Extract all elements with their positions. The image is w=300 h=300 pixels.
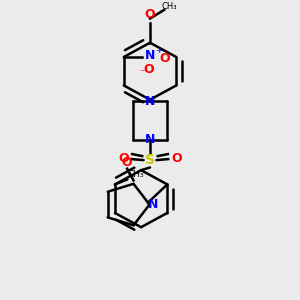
Text: ⁻: ⁻ bbox=[140, 68, 145, 78]
Text: N: N bbox=[145, 134, 155, 146]
Text: O: O bbox=[159, 52, 170, 65]
Text: S: S bbox=[145, 153, 155, 167]
Text: O: O bbox=[145, 8, 155, 21]
Text: +: + bbox=[155, 46, 162, 56]
Text: CH₃: CH₃ bbox=[162, 2, 177, 11]
Text: O: O bbox=[171, 152, 182, 165]
Text: O: O bbox=[118, 152, 129, 165]
Text: N: N bbox=[148, 198, 158, 211]
Text: N: N bbox=[145, 49, 156, 62]
Text: O: O bbox=[143, 63, 154, 76]
Text: N: N bbox=[145, 95, 155, 108]
Text: O: O bbox=[122, 155, 133, 169]
Text: CH₃: CH₃ bbox=[128, 170, 145, 179]
